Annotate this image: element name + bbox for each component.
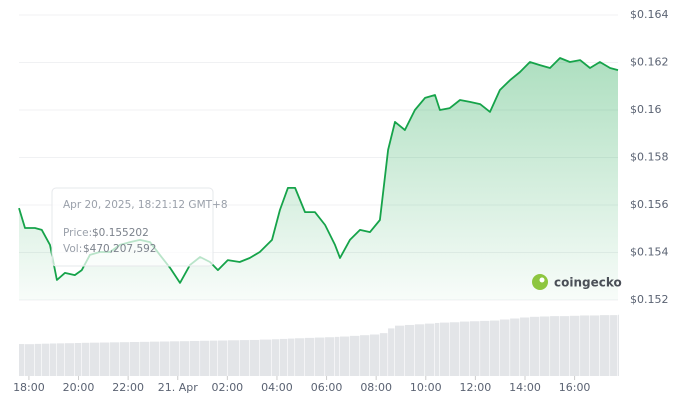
volume-bar [569,315,580,376]
volume-bar [449,322,460,376]
y-tick-label: $0.162 [630,56,669,69]
volume-bar [460,321,470,376]
volume-bar [140,341,150,376]
volume-bar [520,317,530,376]
volume-bar [259,339,272,376]
volume-bar [379,333,388,376]
volume-bar [469,321,480,376]
x-tick-label: 12:00 [460,381,492,394]
volume-bar [304,337,315,376]
x-tick-label: 06:00 [311,381,343,394]
volume-bar [295,338,305,376]
volume-bar [217,340,228,376]
volume-bar [81,342,90,376]
volume-bar [580,315,590,376]
x-tick-label: 14:00 [509,381,541,394]
volume-bar [74,343,82,376]
y-tick-label: $0.152 [630,293,669,306]
tooltip: Apr 20, 2025, 18:21:12 GMT+8 Price: $0.1… [51,187,228,267]
x-tick-label: 16:00 [559,381,591,394]
volume-bar [209,340,218,376]
tooltip-price: $0.155202 [92,227,149,239]
volume-bar [99,342,110,376]
x-tick-label: 18:00 [13,381,45,394]
volume-bar [129,341,140,376]
x-tick-label: 20:00 [63,381,95,394]
x-tick-label: 02:00 [211,381,243,394]
volume-bar [414,324,425,376]
volume-bar [314,337,325,376]
volume-bar [170,341,180,376]
volume-bar [64,343,75,376]
volume-bar [599,315,610,376]
volume-bar [499,319,510,376]
volume-bar [189,340,200,376]
volume-bar [490,320,500,376]
x-tick-label: 08:00 [360,381,392,394]
volume-bar [24,344,35,376]
volume-bar [249,339,260,376]
volume-bar [439,322,450,376]
volume-bar [325,337,335,376]
tooltip-price-label: Price: [63,227,92,239]
volume-bar [271,339,280,376]
price-area [19,58,618,300]
volume-bar [34,343,42,376]
volume-bar [434,322,440,376]
volume-bar [50,343,57,376]
volume-bar [119,342,130,376]
volume-bar [339,336,350,376]
volume-bar [159,341,170,376]
volume-bar [279,338,288,376]
volume-bar [529,316,540,376]
tooltip-box [51,187,214,267]
y-tick-label: $0.158 [630,151,669,164]
volume-bar [227,340,240,376]
volume-bar [239,340,250,376]
brand-name: coingecko [554,276,622,290]
x-tick-label: 21. Apr [158,381,198,394]
volume-bar [369,334,380,376]
volume-bar [56,343,65,376]
tooltip-date: Apr 20, 2025, 18:21:12 GMT+8 [63,199,228,211]
brand-logo [532,274,548,290]
volume-bar [89,342,100,376]
brand-logo-eye [539,277,545,283]
y-tick-label: $0.154 [630,246,669,259]
brand: coingecko [532,274,622,290]
y-tick-label: $0.16 [630,103,662,116]
x-tick-label: 04:00 [261,381,293,394]
volume-bar [610,315,618,376]
volume-bar [179,341,190,376]
volume-bar [360,335,370,376]
volume-bar [388,328,395,376]
volume-bar [19,344,25,376]
volume-bar [149,341,160,376]
volume-bar [200,340,210,376]
volume-bar [404,324,415,376]
volume-bar [539,316,550,376]
volume-bar [425,323,435,376]
volume-bar [510,318,520,376]
y-tick-label: $0.156 [630,198,669,211]
volume-bar [287,338,295,376]
volume-bar [550,316,560,376]
tooltip-vol-label: Vol: [63,243,82,255]
volume-bar [480,320,490,376]
volume-bar [618,314,619,376]
volume-bar [589,315,600,376]
volume-bar [110,342,120,376]
y-tick-label: $0.164 [630,8,669,21]
volume-bar [349,335,360,376]
volume-bar [41,343,50,376]
tooltip-vol: $470,207,592 [83,243,156,255]
volume-bars [19,314,619,376]
x-tick-label: 22:00 [112,381,144,394]
volume-bar [559,316,570,376]
volume-bar [334,336,340,376]
x-tick-label: 10:00 [410,381,442,394]
volume-bar [395,325,405,376]
